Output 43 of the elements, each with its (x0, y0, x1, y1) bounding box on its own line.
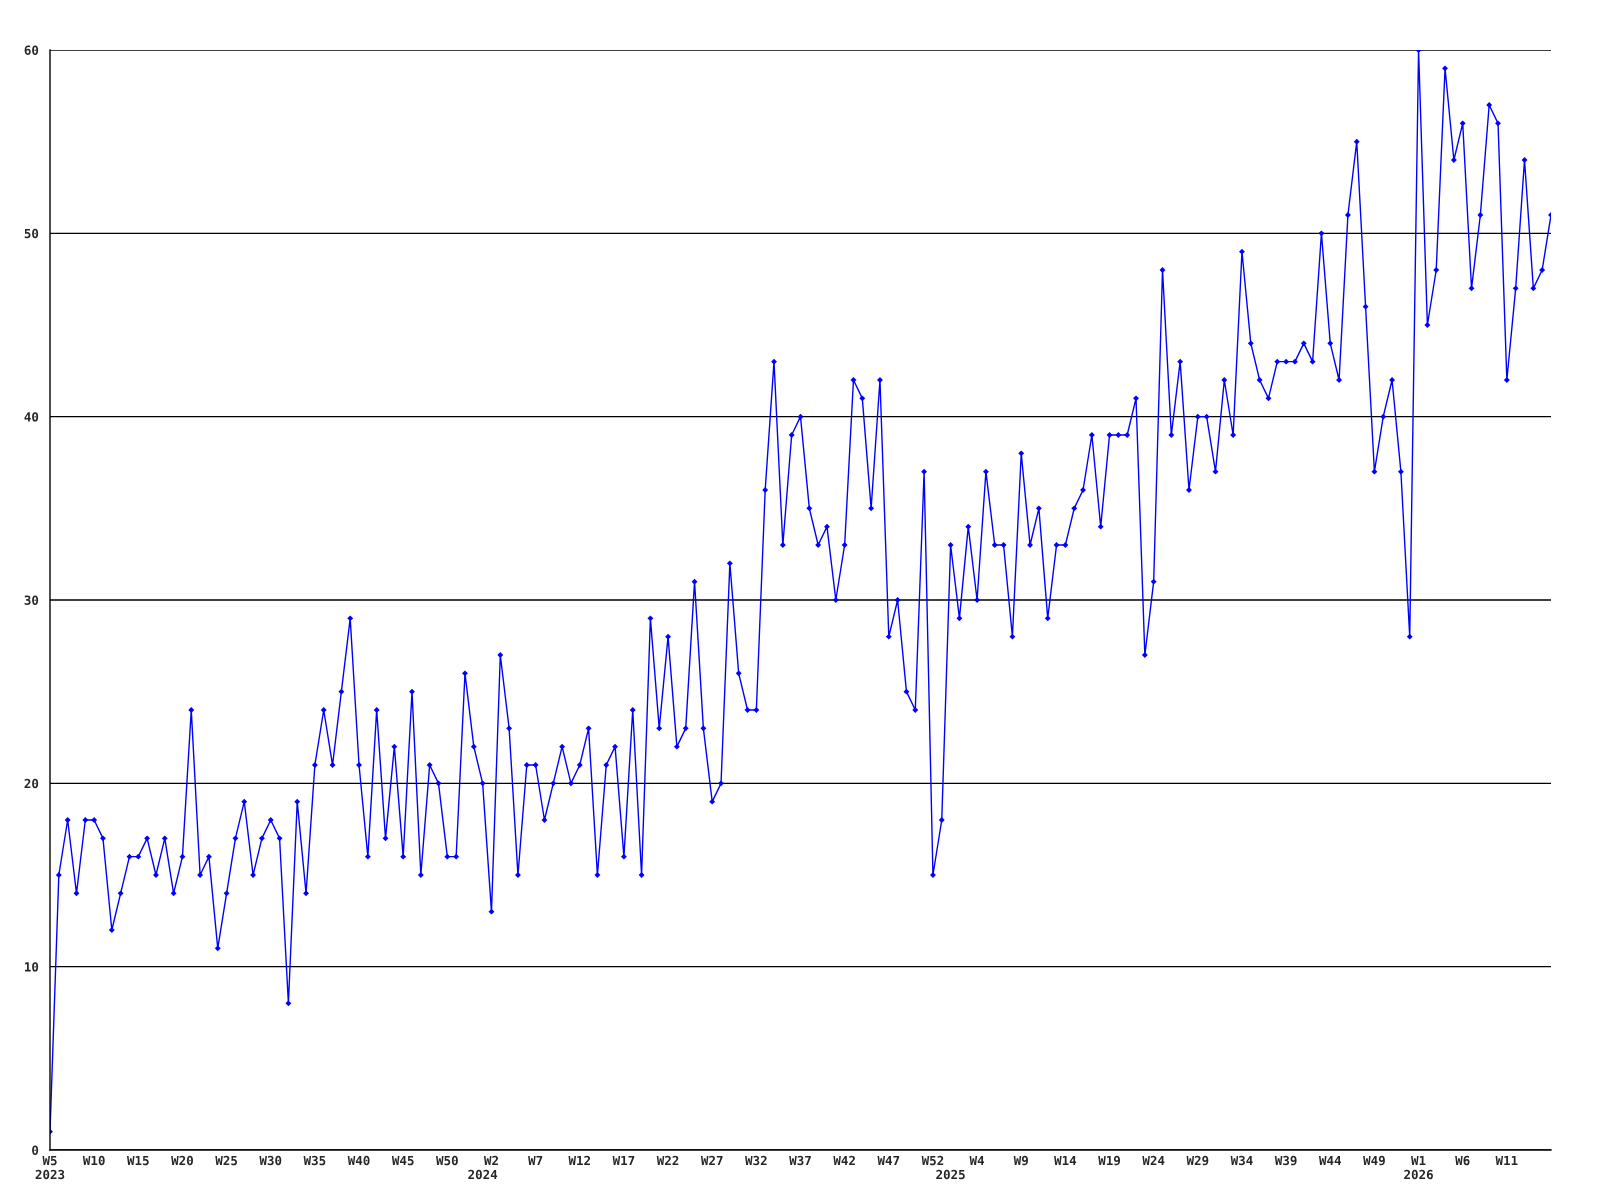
y-tick-label: 30 (24, 595, 39, 605)
x-tick-label: W10 (82, 1155, 105, 1166)
x-tick-label: W20 (171, 1155, 193, 1166)
x-tick-label: W44 (1318, 1155, 1341, 1166)
x-tick-label: W45 (391, 1155, 414, 1166)
x-tick-label: W37 (789, 1155, 811, 1166)
y-tick-label: 0 (32, 1145, 39, 1155)
y-tick-label: 10 (24, 962, 39, 972)
x-tick-label: W50 (436, 1155, 458, 1166)
x-tick-label: W34 (1230, 1155, 1253, 1166)
x-tick-label: W22 (656, 1155, 679, 1166)
x-tick-label: W6 (1455, 1155, 1470, 1166)
x-tick-label: W25 (215, 1155, 238, 1166)
x-tick-label: W7 (528, 1155, 543, 1166)
x-tick-label: W32 (745, 1155, 767, 1166)
x-tick-label: W12 (568, 1155, 591, 1166)
x-tick-label: W52 (921, 1155, 944, 1166)
x-tick-label: W49 (1363, 1155, 1385, 1166)
x-tick-label: W15 (127, 1155, 149, 1166)
x-tick-label: W14 (1054, 1155, 1077, 1166)
x-tick-label: W9 (1013, 1155, 1028, 1166)
x-tick-label: W42 (833, 1155, 855, 1166)
x-tick-label: W40 (347, 1155, 370, 1166)
x-tick-label: W19 (1098, 1155, 1121, 1166)
x-tick-label: W11 (1495, 1155, 1518, 1166)
y-tick-label: 60 (24, 45, 39, 55)
x-tick-label: W5 2023 (35, 1155, 65, 1180)
x-tick-label: W2 (483, 1155, 498, 1166)
x-tick-label: W39 (1274, 1155, 1297, 1166)
x-tick-label: W17 (612, 1155, 635, 1166)
x-tick-label: W29 (1186, 1155, 1209, 1166)
x-tick-label: W35 (303, 1155, 326, 1166)
x-tick-label: 2024 (468, 1169, 498, 1180)
y-tick-label: 40 (24, 412, 39, 422)
x-tick-label: W1 2026 (1404, 1155, 1433, 1180)
y-tick-label: 50 (24, 228, 39, 239)
x-tick-label: 2025 (936, 1169, 965, 1180)
x-tick-label: W24 (1142, 1155, 1165, 1166)
y-tick-label: 20 (24, 778, 39, 789)
x-tick-label: W30 (259, 1155, 282, 1166)
x-tick-label: W47 (877, 1155, 900, 1166)
x-tick-label: W4 (969, 1155, 985, 1166)
x-tick-label: W27 (700, 1155, 723, 1166)
